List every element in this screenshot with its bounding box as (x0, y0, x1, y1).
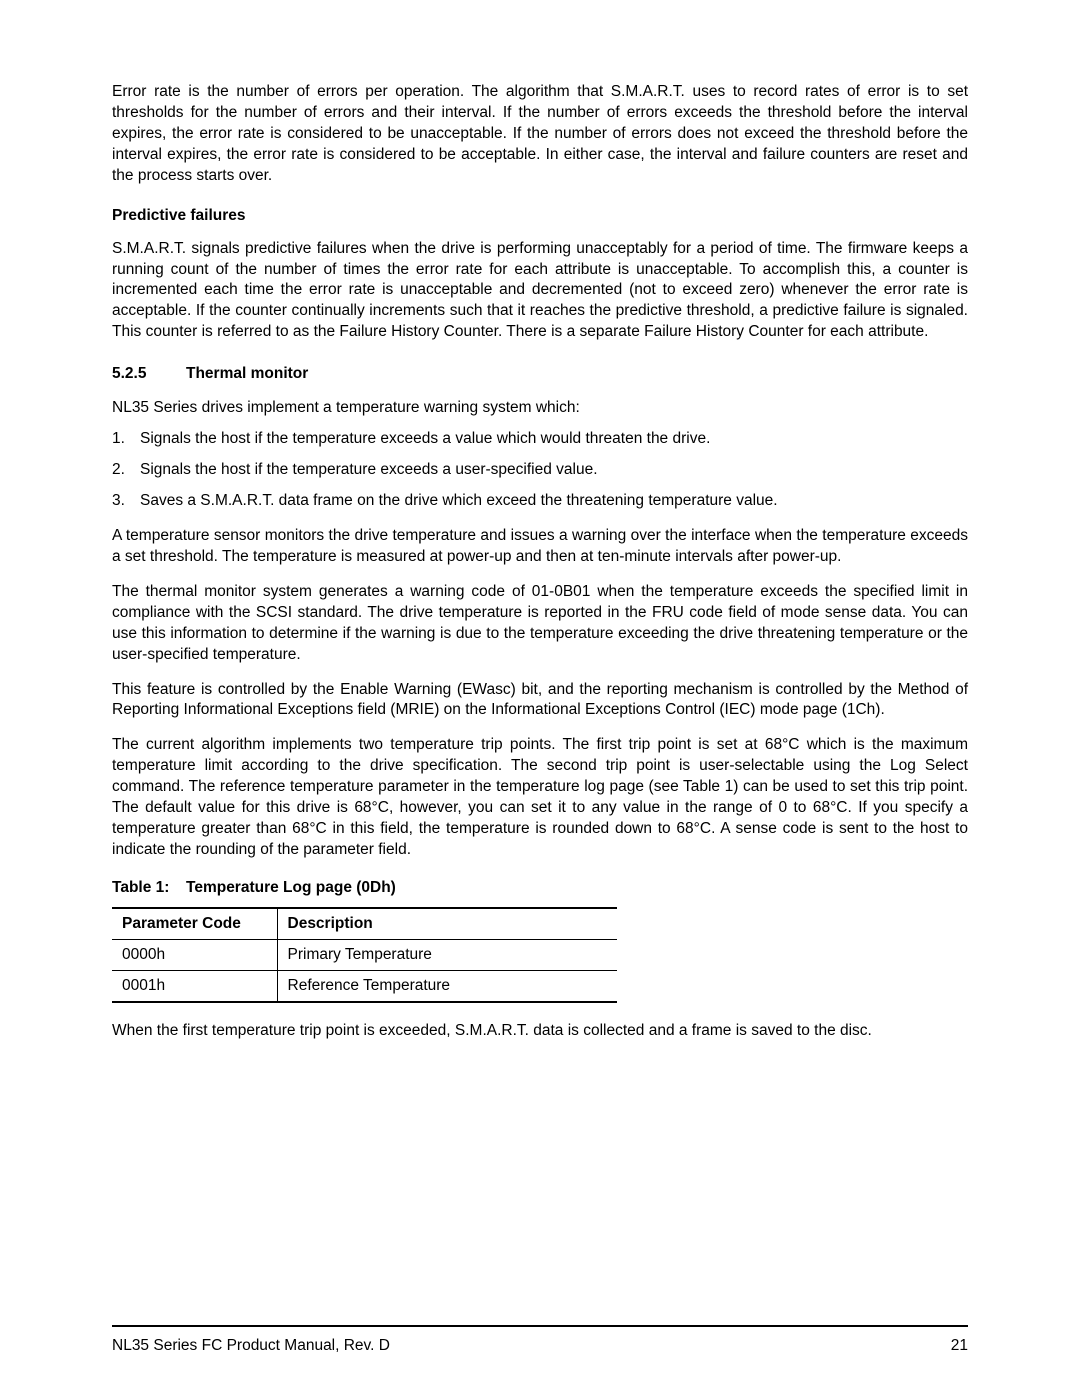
footer-page-number: 21 (951, 1337, 968, 1355)
table-label: Table 1: (112, 879, 186, 897)
table-title: Temperature Log page (0Dh) (186, 879, 396, 897)
list-item: 3.Saves a S.M.A.R.T. data frame on the d… (112, 491, 968, 512)
paragraph-sensor: A temperature sensor monitors the drive … (112, 526, 968, 568)
table-header-cell: Description (277, 908, 617, 940)
table-row: 0001h Reference Temperature (112, 970, 617, 1002)
temperature-log-table: Parameter Code Description 0000h Primary… (112, 907, 617, 1003)
table-header-cell: Parameter Code (112, 908, 277, 940)
table-header-row: Parameter Code Description (112, 908, 617, 940)
section-title: Thermal monitor (186, 365, 308, 383)
section-number: 5.2.5 (112, 365, 186, 383)
paragraph-error-rate: Error rate is the number of errors per o… (112, 82, 968, 187)
paragraph-warning-code: The thermal monitor system generates a w… (112, 582, 968, 666)
list-item: 1.Signals the host if the temperature ex… (112, 429, 968, 450)
list-item-text: Signals the host if the temperature exce… (140, 460, 598, 481)
table-cell: Reference Temperature (277, 970, 617, 1002)
section-heading-thermal: 5.2.5 Thermal monitor (112, 365, 968, 383)
paragraph-trip-exceeded: When the first temperature trip point is… (112, 1021, 968, 1042)
list-item-text: Signals the host if the temperature exce… (140, 429, 710, 450)
paragraph-algorithm: The current algorithm implements two tem… (112, 735, 968, 861)
table-cell: Primary Temperature (277, 939, 617, 970)
paragraph-predictive: S.M.A.R.T. signals predictive failures w… (112, 239, 968, 344)
table-cell: 0001h (112, 970, 277, 1002)
table-row: 0000h Primary Temperature (112, 939, 617, 970)
table-cell: 0000h (112, 939, 277, 970)
thermal-list: 1.Signals the host if the temperature ex… (112, 429, 968, 512)
thermal-intro: NL35 Series drives implement a temperatu… (112, 399, 968, 417)
table-caption: Table 1: Temperature Log page (0Dh) (112, 879, 968, 897)
paragraph-ewasc: This feature is controlled by the Enable… (112, 680, 968, 722)
page-footer: NL35 Series FC Product Manual, Rev. D 21 (112, 1325, 968, 1355)
document-page: Error rate is the number of errors per o… (0, 0, 1080, 1397)
heading-predictive-failures: Predictive failures (112, 207, 968, 225)
list-item: 2.Signals the host if the temperature ex… (112, 460, 968, 481)
footer-document-title: NL35 Series FC Product Manual, Rev. D (112, 1337, 390, 1355)
list-item-text: Saves a S.M.A.R.T. data frame on the dri… (140, 491, 778, 512)
